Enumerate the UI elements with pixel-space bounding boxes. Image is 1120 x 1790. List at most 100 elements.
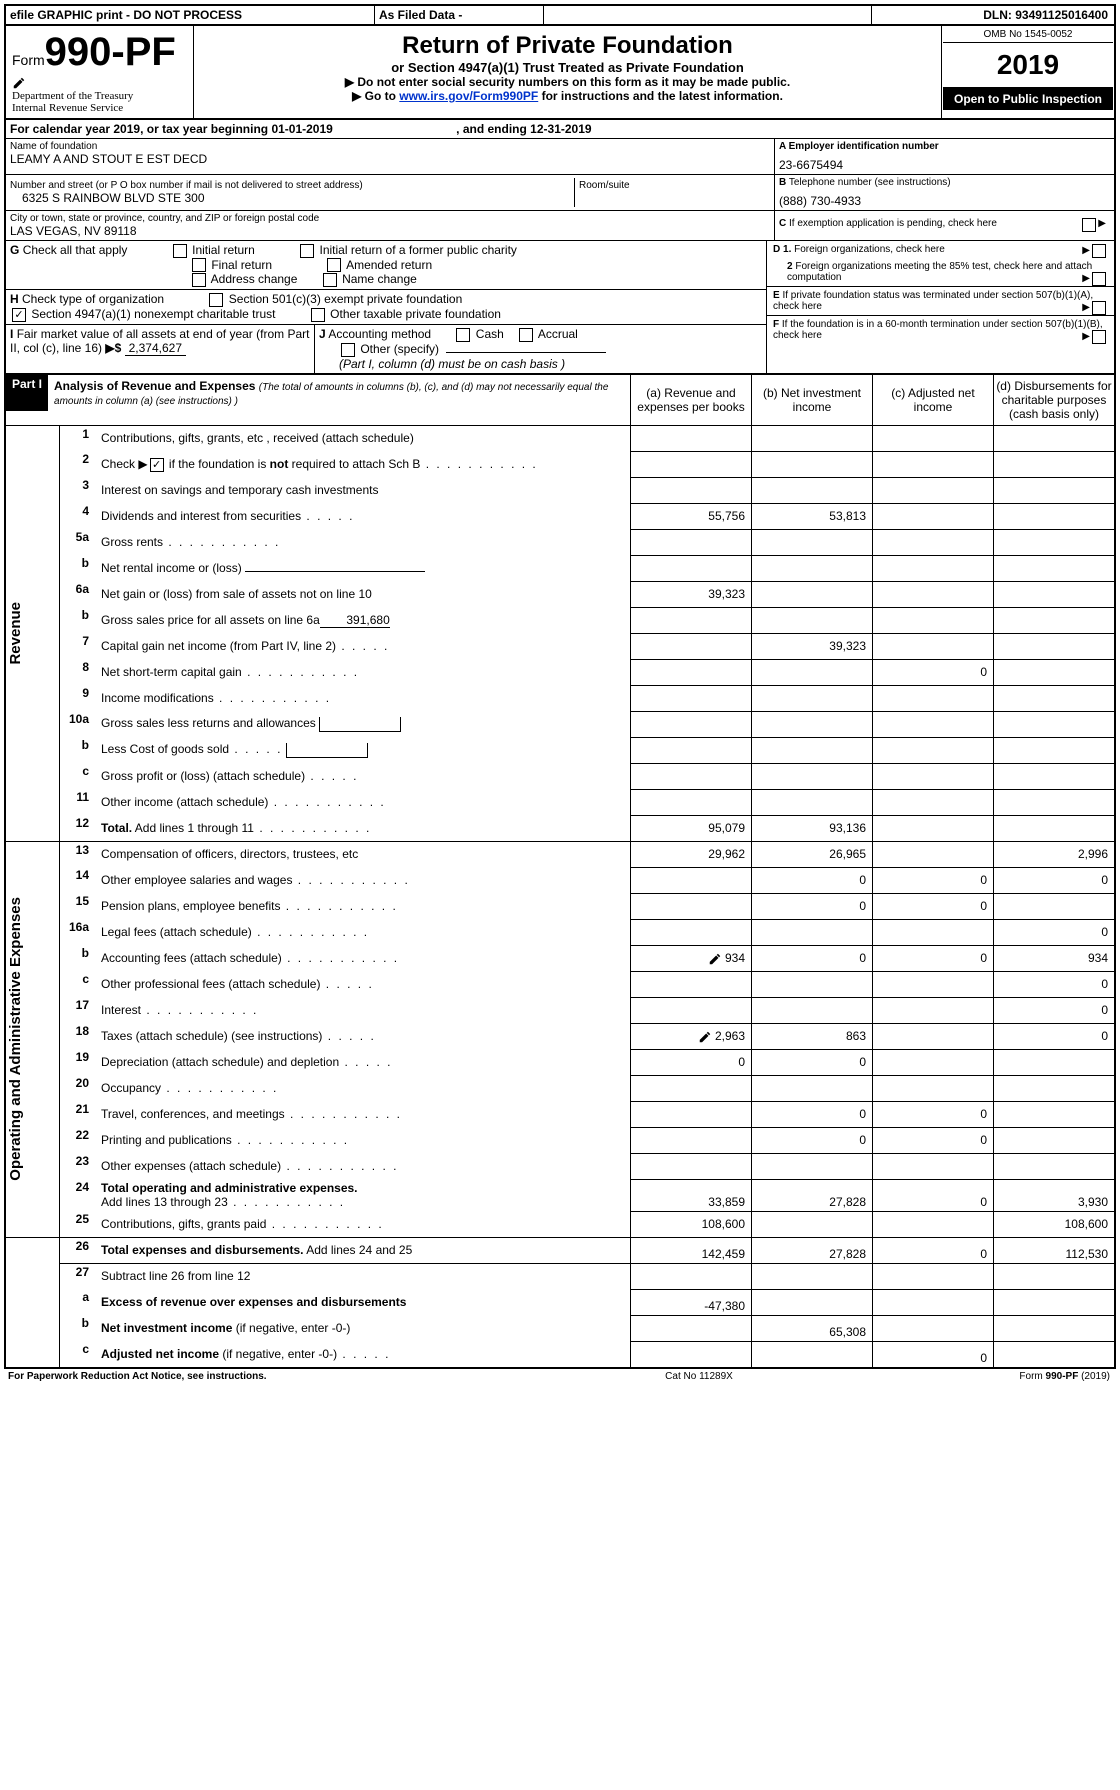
d2-checkbox[interactable] bbox=[1092, 272, 1106, 286]
row-27c-label: Adjusted net income (if negative, enter … bbox=[97, 1341, 631, 1368]
row-12-col-a: 95,079 bbox=[631, 815, 752, 841]
e-label: E bbox=[773, 290, 780, 301]
row-26-label: Total expenses and disbursements. Add li… bbox=[97, 1237, 631, 1263]
top-bar: efile GRAPHIC print - DO NOT PROCESS As … bbox=[4, 4, 1116, 26]
row-22-col-b: 0 bbox=[752, 1127, 873, 1153]
tax-year: 2019 bbox=[943, 43, 1113, 88]
g-label: G bbox=[10, 243, 19, 257]
row-2-checkbox[interactable] bbox=[150, 458, 164, 472]
row-19-col-a: 0 bbox=[631, 1049, 752, 1075]
part1-label: Part I bbox=[6, 375, 48, 411]
row-16a-label: Legal fees (attach schedule) bbox=[97, 919, 631, 945]
name-label: Name of foundation bbox=[10, 141, 770, 152]
ein-label: A Employer identification number bbox=[779, 141, 1110, 152]
g-final-checkbox[interactable] bbox=[192, 258, 206, 272]
row-5a-label: Gross rents bbox=[97, 529, 631, 555]
footer-cat: Cat No 11289X bbox=[560, 1369, 838, 1384]
row-3-label: Interest on savings and temporary cash i… bbox=[97, 477, 631, 503]
city-value: LAS VEGAS, NV 89118 bbox=[10, 224, 770, 238]
row-18-col-b: 863 bbox=[752, 1023, 873, 1049]
j-note: (Part I, column (d) must be on cash basi… bbox=[339, 357, 762, 371]
row-6a-col-a: 39,323 bbox=[631, 581, 752, 607]
row-22-col-c: 0 bbox=[873, 1127, 994, 1153]
row-4-col-a: 55,756 bbox=[631, 503, 752, 529]
j-cash-checkbox[interactable] bbox=[456, 328, 470, 342]
row-6a-label: Net gain or (loss) from sale of assets n… bbox=[97, 581, 631, 607]
instr-2-pre: ▶ Go to bbox=[352, 89, 399, 103]
e-checkbox[interactable] bbox=[1092, 301, 1106, 315]
row-27b-label: Net investment income (if negative, ente… bbox=[97, 1315, 631, 1341]
irs-link[interactable]: www.irs.gov/Form990PF bbox=[399, 89, 538, 103]
pencil-icon[interactable] bbox=[698, 1030, 712, 1044]
row-22-label: Printing and publications bbox=[97, 1127, 631, 1153]
row-17-label: Interest bbox=[97, 997, 631, 1023]
row-24-col-a: 33,859 bbox=[631, 1179, 752, 1211]
g-name-checkbox[interactable] bbox=[323, 273, 337, 287]
row-13-col-d: 2,996 bbox=[994, 841, 1116, 867]
row-16b-col-b: 0 bbox=[752, 945, 873, 971]
row-12-col-b: 93,136 bbox=[752, 815, 873, 841]
row-10b-label: Less Cost of goods sold bbox=[97, 737, 631, 763]
g-initial-checkbox[interactable] bbox=[173, 244, 187, 258]
form-title: Return of Private Foundation bbox=[198, 32, 937, 60]
row-24-label: Total operating and administrative expen… bbox=[97, 1179, 631, 1211]
city-label: City or town, state or province, country… bbox=[10, 213, 770, 224]
d2-text: Foreign organizations meeting the 85% te… bbox=[787, 261, 1092, 283]
row-4-col-b: 53,813 bbox=[752, 503, 873, 529]
row-24-col-d: 3,930 bbox=[994, 1179, 1116, 1211]
row-10c-label: Gross profit or (loss) (attach schedule) bbox=[97, 763, 631, 789]
phone-value: (888) 730-4933 bbox=[779, 194, 1110, 208]
f-checkbox[interactable] bbox=[1092, 330, 1106, 344]
form-number: 990-PF bbox=[45, 30, 176, 74]
row-19-label: Depreciation (attach schedule) and deple… bbox=[97, 1049, 631, 1075]
pencil-icon[interactable] bbox=[708, 952, 722, 966]
row-16b-col-d: 934 bbox=[994, 945, 1116, 971]
address-label: Number and street (or P O box number if … bbox=[10, 180, 570, 191]
row-21-col-c: 0 bbox=[873, 1101, 994, 1127]
expenses-section-label: Operating and Administrative Expenses bbox=[7, 897, 24, 1181]
d1-checkbox[interactable] bbox=[1092, 244, 1106, 258]
dept-treasury: Department of the Treasury bbox=[12, 90, 187, 102]
h-501c3-checkbox[interactable] bbox=[209, 293, 223, 307]
row-14-col-d: 0 bbox=[994, 867, 1116, 893]
page-footer: For Paperwork Reduction Act Notice, see … bbox=[4, 1369, 1116, 1384]
row-7-col-b: 39,323 bbox=[752, 633, 873, 659]
b-label: B bbox=[779, 177, 786, 188]
row-2-label: Check ▶ if the foundation is not require… bbox=[97, 451, 631, 477]
open-public-inspection: Open to Public Inspection bbox=[943, 88, 1113, 110]
dept-irs: Internal Revenue Service bbox=[12, 102, 187, 114]
row-18-col-d: 0 bbox=[994, 1023, 1116, 1049]
g-amended-checkbox[interactable] bbox=[327, 258, 341, 272]
row-8-label: Net short-term capital gain bbox=[97, 659, 631, 685]
dln-value: 93491125016400 bbox=[1015, 8, 1108, 22]
g-initial-former-checkbox[interactable] bbox=[300, 244, 314, 258]
row-18-label: Taxes (attach schedule) (see instruction… bbox=[97, 1023, 631, 1049]
h-other-checkbox[interactable] bbox=[311, 308, 325, 322]
part1-table: Part I Analysis of Revenue and Expenses … bbox=[4, 375, 1116, 1369]
d-label: D bbox=[773, 244, 780, 255]
row-16b-col-a: 934 bbox=[631, 945, 752, 971]
c-checkbox[interactable] bbox=[1082, 218, 1096, 232]
g-addr-checkbox[interactable] bbox=[192, 273, 206, 287]
h-4947-checkbox[interactable] bbox=[12, 308, 26, 322]
row-16a-col-d: 0 bbox=[994, 919, 1116, 945]
row-25-col-d: 108,600 bbox=[994, 1211, 1116, 1237]
form-prefix: Form bbox=[12, 52, 45, 68]
row-13-label: Compensation of officers, directors, tru… bbox=[97, 841, 631, 867]
g-text: Check all that apply bbox=[23, 243, 128, 257]
row-26-col-a: 142,459 bbox=[631, 1237, 752, 1263]
col-c-header: (c) Adjusted net income bbox=[873, 375, 994, 426]
row-8-col-c: 0 bbox=[873, 659, 994, 685]
row-11-label: Other income (attach schedule) bbox=[97, 789, 631, 815]
row-15-col-c: 0 bbox=[873, 893, 994, 919]
efile-notice: efile GRAPHIC print - DO NOT PROCESS bbox=[5, 5, 375, 25]
ein-value: 23-6675494 bbox=[779, 158, 1110, 172]
form-header: Form990-PF Department of the Treasury In… bbox=[4, 26, 1116, 120]
row-6b-label: Gross sales price for all assets on line… bbox=[97, 607, 631, 633]
j-other-checkbox[interactable] bbox=[341, 343, 355, 357]
row-13-col-b: 26,965 bbox=[752, 841, 873, 867]
instr-1: ▶ Do not enter social security numbers o… bbox=[198, 75, 937, 89]
row-25-col-a: 108,600 bbox=[631, 1211, 752, 1237]
j-accrual-checkbox[interactable] bbox=[519, 328, 533, 342]
row-26-col-b: 27,828 bbox=[752, 1237, 873, 1263]
